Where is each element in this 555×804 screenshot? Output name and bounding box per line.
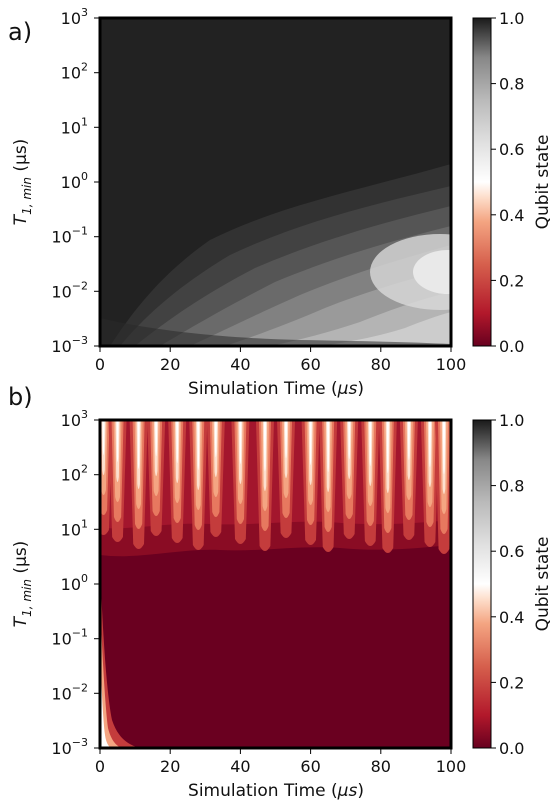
cbar-tick-a-2: 0.4 bbox=[499, 206, 524, 225]
peak-mark bbox=[407, 420, 410, 460]
cbar-tick-b-5: 1.0 bbox=[499, 411, 524, 430]
peak-mark bbox=[284, 420, 288, 458]
x-tick-a-5: 100 bbox=[436, 355, 467, 374]
cbar-tick-a-3: 0.6 bbox=[499, 140, 524, 159]
peak-mark bbox=[348, 420, 351, 459]
cbar-tick-a-0: 0.0 bbox=[499, 337, 524, 356]
panel-b: b) 10−3 10−2 10−1 100 101 102 bbox=[8, 383, 553, 801]
peak-mark bbox=[239, 420, 242, 464]
peak-mark bbox=[309, 420, 312, 465]
heatmap-b bbox=[100, 420, 451, 748]
x-axis-label-a: Simulation Time (μs) bbox=[188, 379, 364, 399]
y-tick-b-3: 100 bbox=[61, 572, 88, 594]
panel-a: a) bbox=[8, 6, 553, 399]
x-tick-b-4: 80 bbox=[371, 757, 391, 776]
cbar-tick-a-1: 0.2 bbox=[499, 271, 524, 290]
x-tick-b-1: 20 bbox=[160, 757, 180, 776]
x-tick-b-0: 0 bbox=[95, 757, 105, 776]
y-tick-a-3: 100 bbox=[61, 170, 88, 192]
colorbar-label-a: Qubit state bbox=[533, 135, 553, 230]
x-axis-a: 0 20 40 60 80 100 bbox=[95, 346, 466, 374]
panel-label-b: b) bbox=[8, 383, 33, 411]
x-tick-a-2: 40 bbox=[230, 355, 250, 374]
x-tick-b-3: 60 bbox=[300, 757, 320, 776]
y-tick-a-6: 103 bbox=[61, 6, 88, 28]
y-tick-b-1: 10−2 bbox=[51, 681, 88, 703]
y-tick-b-6: 103 bbox=[61, 408, 88, 430]
y-tick-b-0: 10−3 bbox=[51, 736, 88, 758]
peak-mark bbox=[116, 420, 119, 462]
cbar-tick-b-1: 0.2 bbox=[499, 673, 524, 692]
x-tick-a-1: 20 bbox=[160, 355, 180, 374]
colorbar-b: 0.0 0.2 0.4 0.6 0.8 1.0 Qubit state bbox=[472, 411, 553, 758]
x-tick-a-0: 0 bbox=[95, 355, 105, 374]
y-tick-b-4: 101 bbox=[61, 517, 88, 539]
y-axis-label-a: T1, min (μs) bbox=[11, 139, 34, 226]
y-tick-a-4: 101 bbox=[61, 115, 88, 137]
y-tick-a-2: 10−1 bbox=[51, 225, 88, 247]
x-tick-a-3: 60 bbox=[300, 355, 320, 374]
peak-mark bbox=[137, 420, 140, 469]
peak-mark bbox=[386, 420, 389, 473]
y-axis-b: 10−3 10−2 10−1 100 101 102 103 bbox=[51, 408, 100, 758]
y-tick-b-5: 102 bbox=[61, 463, 88, 485]
peak-mark bbox=[369, 420, 372, 466]
peak-mark bbox=[428, 420, 432, 467]
x-axis-b: 0 20 40 60 80 100 bbox=[95, 748, 466, 776]
peak-mark bbox=[214, 420, 217, 457]
y-axis-a: 10−3 10−2 10−1 100 101 102 103 bbox=[51, 6, 100, 356]
peak-mark bbox=[102, 420, 105, 455]
x-tick-b-5: 100 bbox=[436, 757, 467, 776]
x-tick-a-4: 80 bbox=[371, 355, 391, 374]
y-tick-a-0: 10−3 bbox=[51, 334, 88, 356]
colorbar-a: 0.0 0.2 0.4 0.6 0.8 1.0 Qubit state bbox=[472, 9, 553, 356]
cbar-tick-b-2: 0.4 bbox=[499, 608, 524, 627]
x-tick-b-2: 40 bbox=[230, 757, 250, 776]
cbar-tick-b-0: 0.0 bbox=[499, 739, 524, 758]
y-tick-a-5: 102 bbox=[61, 61, 88, 83]
cbar-tick-b-3: 0.6 bbox=[499, 542, 524, 561]
cbar-tick-a-4: 0.8 bbox=[499, 75, 524, 94]
peaks-b bbox=[100, 420, 451, 554]
peak-mark bbox=[197, 420, 200, 470]
y-tick-a-1: 10−2 bbox=[51, 279, 88, 301]
colorbar-label-b: Qubit state bbox=[533, 537, 553, 632]
y-tick-b-2: 10−1 bbox=[51, 627, 88, 649]
peak-mark bbox=[327, 420, 330, 472]
peak-mark bbox=[442, 420, 446, 474]
peak-mark bbox=[155, 420, 158, 456]
cbar-tick-a-5: 1.0 bbox=[499, 9, 524, 28]
y-axis-label-b: T1, min (μs) bbox=[11, 541, 34, 628]
panel-label-a: a) bbox=[8, 18, 32, 46]
x-axis-label-b: Simulation Time (μs) bbox=[188, 781, 364, 801]
peak-mark bbox=[263, 420, 267, 471]
peak-mark bbox=[176, 420, 179, 463]
heatmap-a bbox=[100, 18, 451, 346]
cbar-tick-b-4: 0.8 bbox=[499, 477, 524, 496]
